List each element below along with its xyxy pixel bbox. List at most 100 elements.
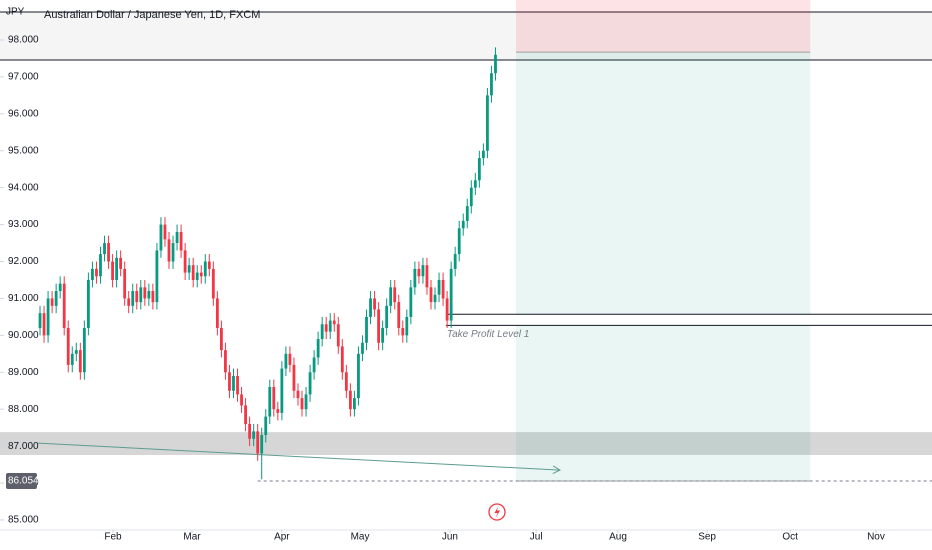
candle-body [490, 73, 493, 96]
candle-body [320, 324, 324, 340]
candle-body [469, 187, 473, 207]
candle-body [78, 350, 82, 373]
candle-body [244, 405, 247, 424]
candle-body [445, 298, 449, 321]
candle-body [86, 279, 90, 328]
candle-body [264, 416, 268, 436]
candle-body [135, 291, 139, 303]
candle-body [365, 316, 368, 343]
candle-body [481, 150, 485, 159]
candle-body [107, 243, 110, 262]
candle-body [151, 291, 155, 303]
candle-body [324, 324, 328, 332]
candle-body [232, 375, 235, 391]
y-axis-label: JPY [6, 7, 25, 18]
candle-body [353, 398, 356, 410]
candle-body [312, 357, 316, 373]
candle-body [256, 431, 260, 454]
candle-body [66, 327, 70, 365]
candle-body [405, 316, 409, 336]
candle-body [163, 224, 167, 240]
y-tick-label: 95.000 [8, 145, 39, 156]
candle-body [183, 250, 187, 273]
candle-body [473, 180, 477, 188]
candle-body [228, 372, 231, 391]
candle-body [224, 350, 227, 373]
candle-body [344, 372, 348, 391]
y-tick-label: 91.000 [8, 293, 39, 304]
candle-body [74, 350, 78, 354]
candle-body [139, 287, 143, 303]
candle-body [42, 313, 46, 336]
chart-title: Australian Dollar / Japanese Yen, 1D, FX… [44, 9, 260, 21]
zone [445, 314, 932, 326]
candle-body [199, 272, 203, 277]
candle-body [211, 268, 215, 299]
candle-body [328, 320, 332, 332]
candle-body [288, 353, 292, 365]
candle-body [62, 283, 66, 328]
y-tick-label: 93.000 [8, 219, 39, 230]
candle-body [70, 353, 74, 365]
candle-body [437, 279, 441, 295]
candle-body [393, 287, 397, 303]
candle-body [143, 287, 147, 299]
candle-body [413, 268, 417, 288]
candle-body [171, 243, 175, 262]
candle-body [417, 268, 421, 277]
candle-body [429, 287, 433, 303]
candle-body [95, 268, 98, 277]
candle-body [361, 342, 364, 354]
candle-body [316, 339, 320, 358]
y-tick-label: 89.000 [8, 367, 39, 378]
replay-icon[interactable] [488, 503, 506, 521]
candle-body [111, 261, 114, 280]
candle-body [248, 423, 252, 439]
candle-body [167, 239, 171, 262]
candle-body [441, 279, 445, 299]
candle-body [457, 228, 461, 255]
axes: 85.00086.00087.00088.00089.00090.00091.0… [0, 35, 932, 543]
x-tick-label: Sep [698, 532, 716, 543]
candle-body [187, 265, 191, 273]
candle-body [292, 364, 296, 391]
zone [516, 0, 811, 53]
candle-body [461, 220, 465, 229]
candle-body [340, 346, 344, 373]
candle-body [494, 54, 497, 74]
candle-body [58, 283, 62, 292]
candle-body [401, 327, 405, 336]
y-tick-label: 85.000 [8, 515, 39, 526]
zone [0, 432, 932, 455]
y-tick-label: 98.000 [8, 35, 39, 46]
candle-body [38, 313, 42, 328]
candle-body [373, 298, 376, 310]
x-tick-label: Feb [104, 532, 122, 543]
candle-body [179, 231, 183, 251]
candle-body [477, 158, 481, 181]
candle-body [155, 250, 159, 303]
candle-body [207, 261, 211, 269]
candle-body [119, 257, 123, 269]
candle-body [369, 298, 372, 317]
candle-body [409, 287, 413, 317]
candle-body [332, 320, 336, 325]
annotation: Take Profit Level 1 [447, 329, 529, 340]
candle-body [397, 302, 401, 328]
y-tick-label: 94.000 [8, 182, 39, 193]
candle-body [147, 291, 151, 299]
candle-body [357, 353, 360, 399]
x-tick-label: Jul [530, 532, 543, 543]
x-tick-label: Oct [782, 532, 798, 543]
candle-body [175, 231, 179, 244]
x-tick-label: Apr [274, 532, 290, 543]
candle-body [159, 224, 163, 251]
candle-body [296, 390, 300, 399]
candle-body [215, 298, 219, 328]
candle-body [46, 298, 50, 336]
candle-body [348, 390, 352, 410]
candle-body [433, 294, 437, 303]
trend-arrow [552, 465, 562, 475]
x-tick-label: Nov [867, 532, 885, 543]
